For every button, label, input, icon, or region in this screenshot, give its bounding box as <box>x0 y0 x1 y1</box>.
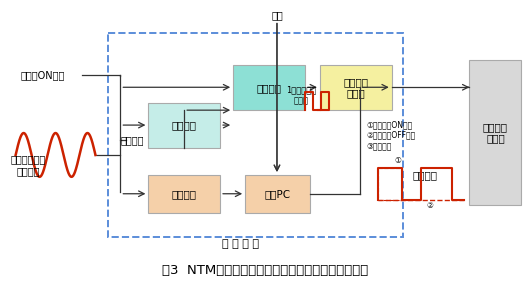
Text: 任意波形
発生器: 任意波形 発生器 <box>343 77 369 99</box>
Text: 図3  NTM揺動への同期に必要な変調制御回路を開発: 図3 NTM揺動への同期に必要な変調制御回路を開発 <box>162 264 368 277</box>
Bar <box>320 65 392 110</box>
Text: ①変調信号ON時間
②変調信号OFF時間
③遅延時間: ①変調信号ON時間 ②変調信号OFF時間 ③遅延時間 <box>367 120 416 150</box>
Text: 位相: 位相 <box>271 11 283 21</box>
Text: 1パルス毎の
トリガ: 1パルス毎の トリガ <box>286 86 316 105</box>
Text: 論理回路: 論理回路 <box>256 83 281 93</box>
Text: 基準電圧: 基準電圧 <box>121 135 144 145</box>
Bar <box>469 60 521 205</box>
Bar <box>148 103 220 148</box>
Text: アノード
分圧器: アノード 分圧器 <box>483 122 508 143</box>
Text: 磁気プローブ
揺動信号: 磁気プローブ 揺動信号 <box>11 154 46 176</box>
Text: ①: ① <box>394 156 401 165</box>
Bar <box>245 175 310 213</box>
Text: ②: ② <box>426 201 433 210</box>
Text: ビームON指令: ビームON指令 <box>20 70 65 80</box>
Text: 変調信号: 変調信号 <box>412 170 437 180</box>
Text: 制 御 回 路: 制 御 回 路 <box>221 239 259 249</box>
Bar <box>108 32 402 237</box>
Text: 比較回路: 比較回路 <box>172 121 196 131</box>
Bar <box>233 65 305 110</box>
Bar <box>148 175 220 213</box>
Text: 周波数計: 周波数計 <box>172 189 196 199</box>
Bar <box>378 168 401 200</box>
Text: 制御PC: 制御PC <box>264 189 290 199</box>
